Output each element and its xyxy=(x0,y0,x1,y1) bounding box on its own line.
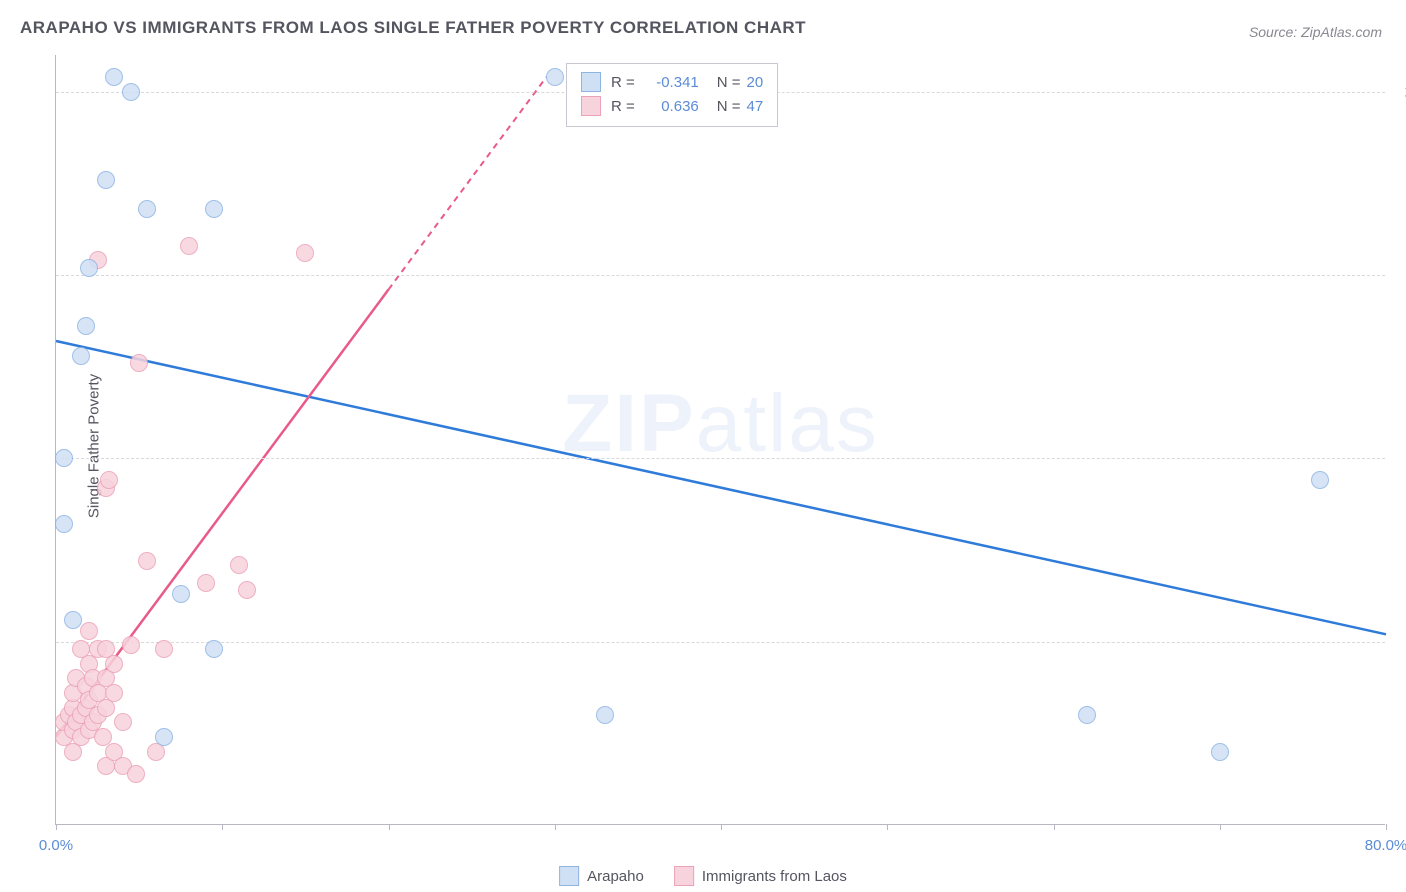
stats-legend-row: R = -0.341 N = 20 xyxy=(581,70,763,94)
scatter-point xyxy=(230,556,248,574)
scatter-point xyxy=(155,728,173,746)
y-tick-label: 100.0% xyxy=(1395,83,1406,100)
scatter-point xyxy=(97,171,115,189)
scatter-point xyxy=(105,655,123,673)
scatter-point xyxy=(180,237,198,255)
scatter-point xyxy=(55,449,73,467)
scatter-point xyxy=(1078,706,1096,724)
scatter-point xyxy=(100,471,118,489)
series-legend: Arapaho Immigrants from Laos xyxy=(559,866,847,886)
scatter-point xyxy=(238,581,256,599)
source-attribution: Source: ZipAtlas.com xyxy=(1249,24,1382,40)
scatter-point xyxy=(55,515,73,533)
gridline-horizontal xyxy=(56,458,1385,459)
x-tick-label: 0.0% xyxy=(39,837,73,854)
scatter-point xyxy=(72,347,90,365)
scatter-point xyxy=(296,244,314,262)
r-value: -0.341 xyxy=(641,74,699,91)
y-tick-label: 50.0% xyxy=(1395,450,1406,467)
gridline-horizontal xyxy=(56,642,1385,643)
trend-lines-layer xyxy=(56,55,1385,824)
scatter-point xyxy=(114,713,132,731)
r-value: 0.636 xyxy=(641,98,699,115)
legend-item: Immigrants from Laos xyxy=(674,866,847,886)
scatter-point xyxy=(205,200,223,218)
y-tick-label: 25.0% xyxy=(1395,633,1406,650)
gridline-horizontal xyxy=(56,275,1385,276)
scatter-point xyxy=(155,640,173,658)
scatter-point xyxy=(172,585,190,603)
n-value: 20 xyxy=(747,74,764,91)
scatter-point xyxy=(1211,743,1229,761)
x-tick-mark xyxy=(1220,824,1221,830)
scatter-point xyxy=(130,354,148,372)
x-tick-mark xyxy=(1386,824,1387,830)
x-tick-mark xyxy=(721,824,722,830)
r-label: R = xyxy=(611,98,635,115)
scatter-point xyxy=(77,317,95,335)
x-tick-mark xyxy=(887,824,888,830)
x-tick-mark xyxy=(1054,824,1055,830)
stats-legend-row: R = 0.636 N = 47 xyxy=(581,94,763,118)
legend-swatch xyxy=(581,72,601,92)
scatter-point xyxy=(197,574,215,592)
scatter-point xyxy=(138,200,156,218)
legend-swatch xyxy=(581,96,601,116)
scatter-point xyxy=(122,636,140,654)
scatter-point xyxy=(105,68,123,86)
x-tick-mark xyxy=(555,824,556,830)
legend-label: Immigrants from Laos xyxy=(702,868,847,885)
scatter-point xyxy=(80,622,98,640)
scatter-point xyxy=(80,259,98,277)
trend-line-dashed xyxy=(389,77,547,290)
scatter-point xyxy=(205,640,223,658)
legend-label: Arapaho xyxy=(587,868,644,885)
scatter-point xyxy=(596,706,614,724)
legend-swatch xyxy=(559,866,579,886)
scatter-plot-area: ZIPatlas 25.0%50.0%75.0%100.0%0.0%80.0%R… xyxy=(55,55,1385,825)
scatter-point xyxy=(1311,471,1329,489)
scatter-point xyxy=(105,684,123,702)
chart-title: ARAPAHO VS IMMIGRANTS FROM LAOS SINGLE F… xyxy=(20,18,806,38)
x-tick-mark xyxy=(56,824,57,830)
n-label: N = xyxy=(717,98,741,115)
n-label: N = xyxy=(717,74,741,91)
x-tick-mark xyxy=(222,824,223,830)
legend-item: Arapaho xyxy=(559,866,644,886)
x-tick-label: 80.0% xyxy=(1365,837,1406,854)
scatter-point xyxy=(546,68,564,86)
scatter-point xyxy=(64,611,82,629)
r-label: R = xyxy=(611,74,635,91)
y-tick-label: 75.0% xyxy=(1395,267,1406,284)
n-value: 47 xyxy=(747,98,764,115)
scatter-point xyxy=(127,765,145,783)
legend-swatch xyxy=(674,866,694,886)
x-tick-mark xyxy=(389,824,390,830)
scatter-point xyxy=(138,552,156,570)
scatter-point xyxy=(122,83,140,101)
stats-legend: R = -0.341 N = 20 R = 0.636 N = 47 xyxy=(566,63,778,127)
